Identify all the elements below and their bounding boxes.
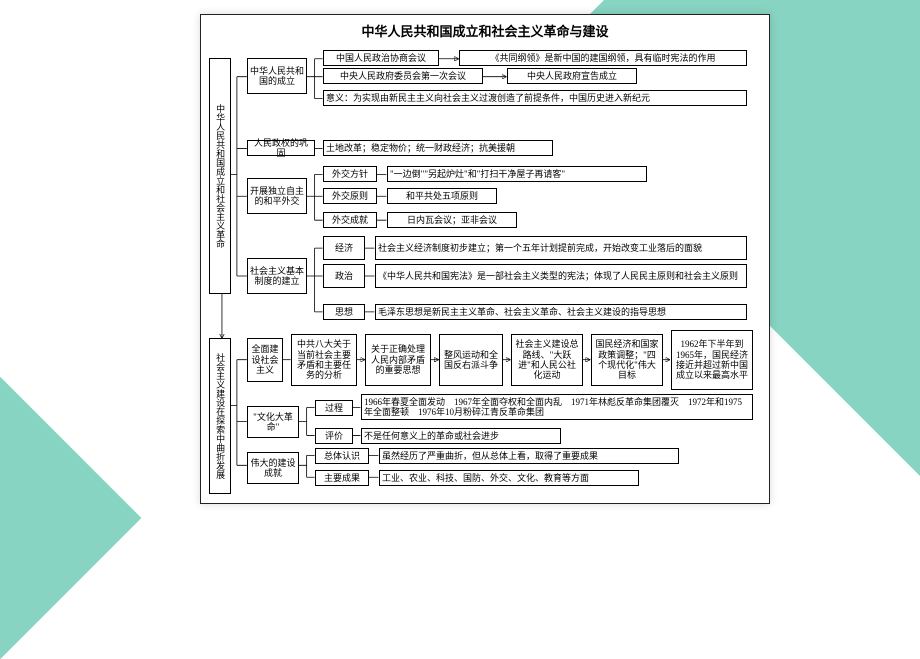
a4-3r: 毛泽东思想是新民主主义革命、社会主义革命、社会主义建设的指导思想: [375, 304, 747, 320]
a3-2: 外交原则: [323, 188, 377, 204]
diagram-frame: 中华人民共和国成立和社会主义革命与建设: [200, 14, 770, 504]
a4-2: 政治: [323, 264, 365, 288]
diagram-canvas: 中华人民共和国成立和社会主义革命 社会主义建设在探索中曲折发展 中华人民共和国的…: [207, 44, 763, 504]
a1-1: 中国人民政治协商会议: [323, 50, 439, 66]
b2-2r: 不是任何意义上的革命或社会进步: [361, 428, 561, 444]
b1-3: 整风运动和全国反右派斗争: [439, 334, 503, 386]
b1-1: 中共八大关于当前社会主要矛盾和主要任务的分析: [291, 334, 357, 386]
b3-1: 总体认识: [315, 448, 369, 464]
a1-2r: 中央人民政府宣告成立: [507, 68, 637, 84]
root-2: 社会主义建设在探索中曲折发展: [209, 338, 231, 494]
b1-5: 国民经济和国家政策调整；"四个现代化"伟大目标: [591, 334, 663, 386]
a1: 中华人民共和国的成立: [247, 58, 307, 94]
b3-2: 主要成果: [315, 470, 369, 486]
b1: 全面建设社会主义: [247, 338, 283, 382]
b2: "文化大革命": [247, 406, 299, 438]
b3-2r: 工业、农业、科技、国防、外交、文化、教育等方面: [379, 470, 639, 486]
a2r: 土地改革；稳定物价；统一财政经济；抗美援朝: [323, 140, 553, 156]
a3-3r: 日内瓦会议；亚非会议: [387, 212, 517, 228]
a3: 开展独立自主的和平外交: [247, 178, 307, 214]
a1-2: 中央人民政府委员会第一次会议: [323, 68, 483, 84]
a4-1: 经济: [323, 236, 365, 260]
a4-2r: 《中华人民共和国宪法》是一部社会主义类型的宪法；体现了人民民主原则和社会主义原则: [375, 264, 747, 288]
b1-4: 社会主义建设总路线、"大跃进"和人民公社化运动: [511, 334, 583, 386]
root-1: 中华人民共和国成立和社会主义革命: [209, 58, 231, 294]
a4: 社会主义基本制度的建立: [247, 258, 307, 294]
a3-3: 外交成就: [323, 212, 377, 228]
diagram-title: 中华人民共和国成立和社会主义革命与建设: [207, 21, 763, 40]
b2-1: 过程: [315, 400, 353, 416]
a3-1r: "一边倒""另起炉灶"和"打扫干净屋子再请客": [387, 166, 647, 182]
a1-1r: 《共同纲领》是新中国的建国纲领，具有临时宪法的作用: [459, 50, 747, 66]
b2-1r: 1966年春夏全面发动 1967年全面夺权和全面内乱 1971年林彪反革命集团覆…: [361, 394, 753, 420]
b1-2: 关于正确处理人民内部矛盾的重要思想: [365, 334, 431, 386]
b3-1r: 虽然经历了严重曲折，但从总体上看，取得了重要成果: [379, 448, 679, 464]
a4-3: 思想: [323, 304, 365, 320]
b1-6: 1962年下半年到1965年，国民经济接近并超过新中国成立以来最高水平: [671, 330, 753, 390]
a3-2r: 和平共处五项原则: [387, 188, 497, 204]
b2-2: 评价: [315, 428, 353, 444]
a3-1: 外交方针: [323, 166, 377, 182]
b3: 伟大的建设成就: [247, 452, 299, 484]
a2: 人民政权的巩固: [247, 140, 315, 156]
a4-1r: 社会主义经济制度初步建立；第一个五年计划提前完成，开始改变工业落后的面貌: [375, 236, 747, 260]
a1-3: 意义：为实现由新民主主义向社会主义过渡创造了前提条件，中国历史进入新纪元: [323, 90, 747, 106]
